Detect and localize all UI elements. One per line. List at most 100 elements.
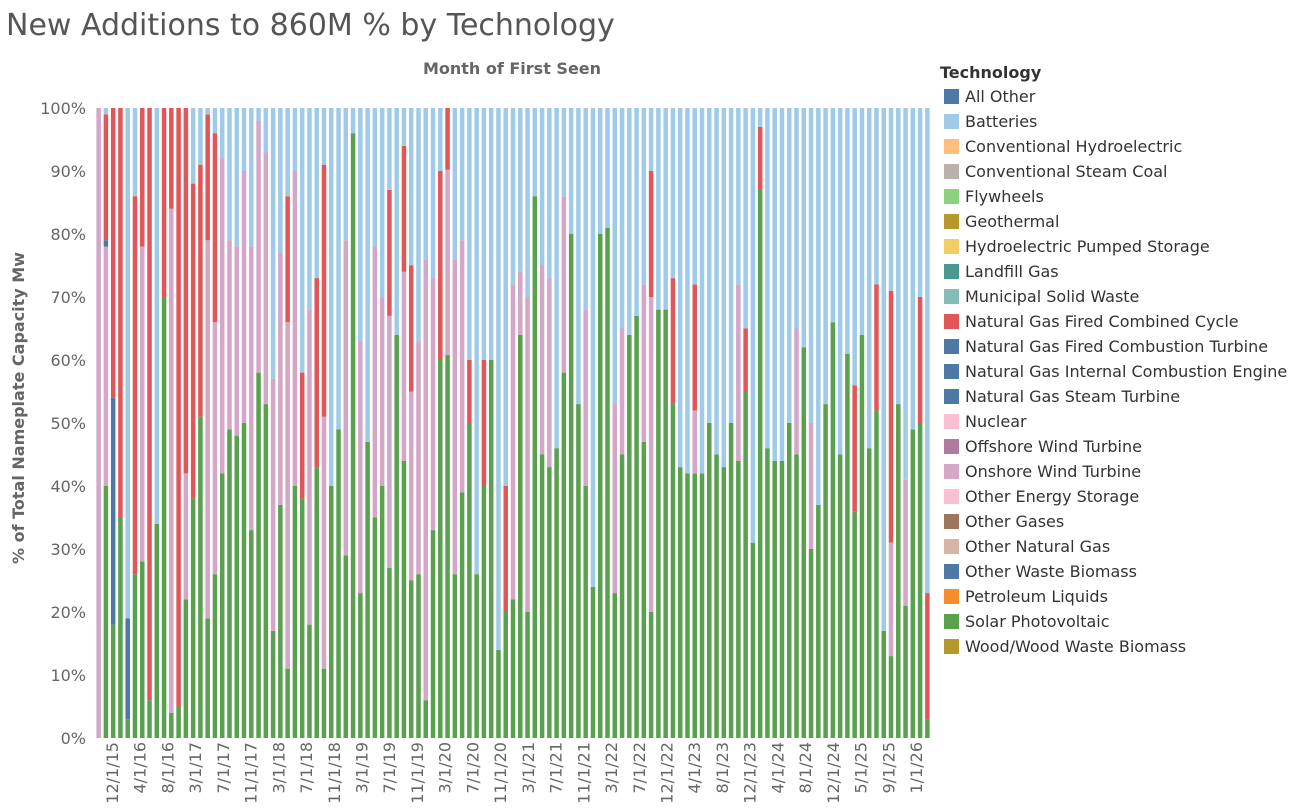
legend-item[interactable]: Other Energy Storage [940, 484, 1311, 509]
bar-segment[interactable] [605, 227, 610, 738]
bar-segment[interactable] [641, 284, 647, 442]
bar-segment[interactable] [757, 189, 763, 738]
bar-segment[interactable] [750, 542, 756, 738]
bar-segment[interactable] [430, 278, 436, 531]
bar-segment[interactable] [314, 467, 319, 738]
bar-segment[interactable] [590, 108, 596, 587]
bar-segment[interactable] [808, 108, 814, 423]
bar-segment[interactable] [634, 108, 639, 316]
bar-segment[interactable] [888, 542, 894, 657]
bar-segment[interactable] [445, 108, 450, 170]
bar-segment[interactable] [866, 448, 872, 738]
bar-segment[interactable] [329, 108, 334, 486]
bar-segment[interactable] [307, 624, 312, 738]
bar-segment[interactable] [140, 246, 145, 562]
bar-segment[interactable] [561, 372, 567, 738]
bar-segment[interactable] [263, 152, 269, 405]
bar-segment[interactable] [219, 158, 225, 474]
bar-segment[interactable] [241, 108, 247, 171]
bar-segment[interactable] [161, 108, 167, 297]
legend-item[interactable]: Landfill Gas [940, 259, 1311, 284]
bar-segment[interactable] [205, 240, 210, 619]
bar-segment[interactable] [496, 108, 501, 650]
bar-segment[interactable] [445, 169, 450, 356]
bar-segment[interactable] [161, 297, 167, 738]
bar-segment[interactable] [837, 454, 843, 739]
bar-segment[interactable] [408, 265, 414, 392]
bar-segment[interactable] [896, 108, 901, 405]
bar-segment[interactable] [125, 618, 130, 720]
bar-segment[interactable] [358, 341, 363, 594]
bar-segment[interactable] [314, 278, 319, 468]
bar-segment[interactable] [692, 108, 697, 285]
bar-segment[interactable] [656, 108, 661, 310]
bar-segment[interactable] [845, 353, 850, 738]
bar-segment[interactable] [314, 108, 319, 279]
bar-segment[interactable] [270, 630, 276, 738]
bar-segment[interactable] [525, 108, 530, 297]
bar-segment[interactable] [925, 593, 930, 720]
bar-segment[interactable] [903, 108, 908, 480]
bar-segment[interactable] [677, 108, 683, 468]
bar-segment[interactable] [416, 341, 421, 575]
bar-segment[interactable] [169, 208, 174, 713]
bar-segment[interactable] [481, 108, 487, 360]
bar-segment[interactable] [103, 486, 109, 738]
legend-item[interactable]: Offshore Wind Turbine [940, 434, 1311, 459]
bar-segment[interactable] [619, 328, 625, 455]
bar-segment[interactable] [568, 234, 574, 738]
bar-segment[interactable] [816, 108, 821, 505]
bar-segment[interactable] [241, 423, 247, 738]
bar-segment[interactable] [547, 278, 552, 468]
bar-segment[interactable] [198, 164, 203, 417]
bar-segment[interactable] [358, 593, 363, 738]
bar-segment[interactable] [103, 246, 109, 486]
bar-segment[interactable] [278, 252, 283, 505]
bar-segment[interactable] [852, 385, 857, 512]
bar-segment[interactable] [336, 108, 341, 430]
legend-item[interactable]: Other Waste Biomass [940, 559, 1311, 584]
bar-segment[interactable] [103, 108, 109, 115]
bar-segment[interactable] [467, 423, 472, 738]
bar-segment[interactable] [343, 240, 349, 556]
bar-segment[interactable] [103, 114, 109, 241]
legend-item[interactable]: Geothermal [940, 209, 1311, 234]
bar-segment[interactable] [132, 574, 138, 738]
legend-item[interactable]: Solar Photovoltaic [940, 609, 1311, 634]
bar-segment[interactable] [379, 108, 385, 297]
bar-segment[interactable] [881, 108, 886, 631]
bar-segment[interactable] [365, 441, 370, 738]
bar-segment[interactable] [118, 517, 123, 739]
bar-segment[interactable] [561, 196, 567, 373]
bar-segment[interactable] [263, 404, 269, 738]
bar-segment[interactable] [234, 246, 240, 436]
bar-segment[interactable] [416, 574, 421, 738]
bar-segment[interactable] [874, 284, 879, 411]
bar-segment[interactable] [648, 171, 654, 297]
bar-segment[interactable] [343, 108, 349, 241]
bar-segment[interactable] [452, 108, 458, 260]
bar-segment[interactable] [438, 360, 443, 738]
bar-segment[interactable] [845, 108, 850, 354]
bar-segment[interactable] [510, 599, 516, 738]
bar-segment[interactable] [212, 322, 218, 575]
bar-segment[interactable] [547, 467, 552, 738]
bar-segment[interactable] [401, 145, 407, 272]
bar-segment[interactable] [736, 460, 741, 738]
bar-segment[interactable] [292, 486, 298, 738]
bar-segment[interactable] [350, 108, 356, 134]
bar-segment[interactable] [343, 555, 349, 738]
bar-segment[interactable] [721, 467, 727, 738]
bar-segment[interactable] [467, 360, 472, 423]
bar-segment[interactable] [227, 108, 232, 241]
bar-segment[interactable] [372, 517, 378, 739]
bar-segment[interactable] [670, 108, 676, 279]
bar-segment[interactable] [685, 473, 690, 738]
bar-segment[interactable] [503, 612, 508, 738]
bar-segment[interactable] [379, 297, 385, 486]
bar-segment[interactable] [140, 561, 145, 738]
bar-segment[interactable] [408, 580, 414, 739]
bar-segment[interactable] [925, 108, 930, 594]
bar-segment[interactable] [110, 397, 116, 625]
bar-segment[interactable] [772, 108, 777, 461]
